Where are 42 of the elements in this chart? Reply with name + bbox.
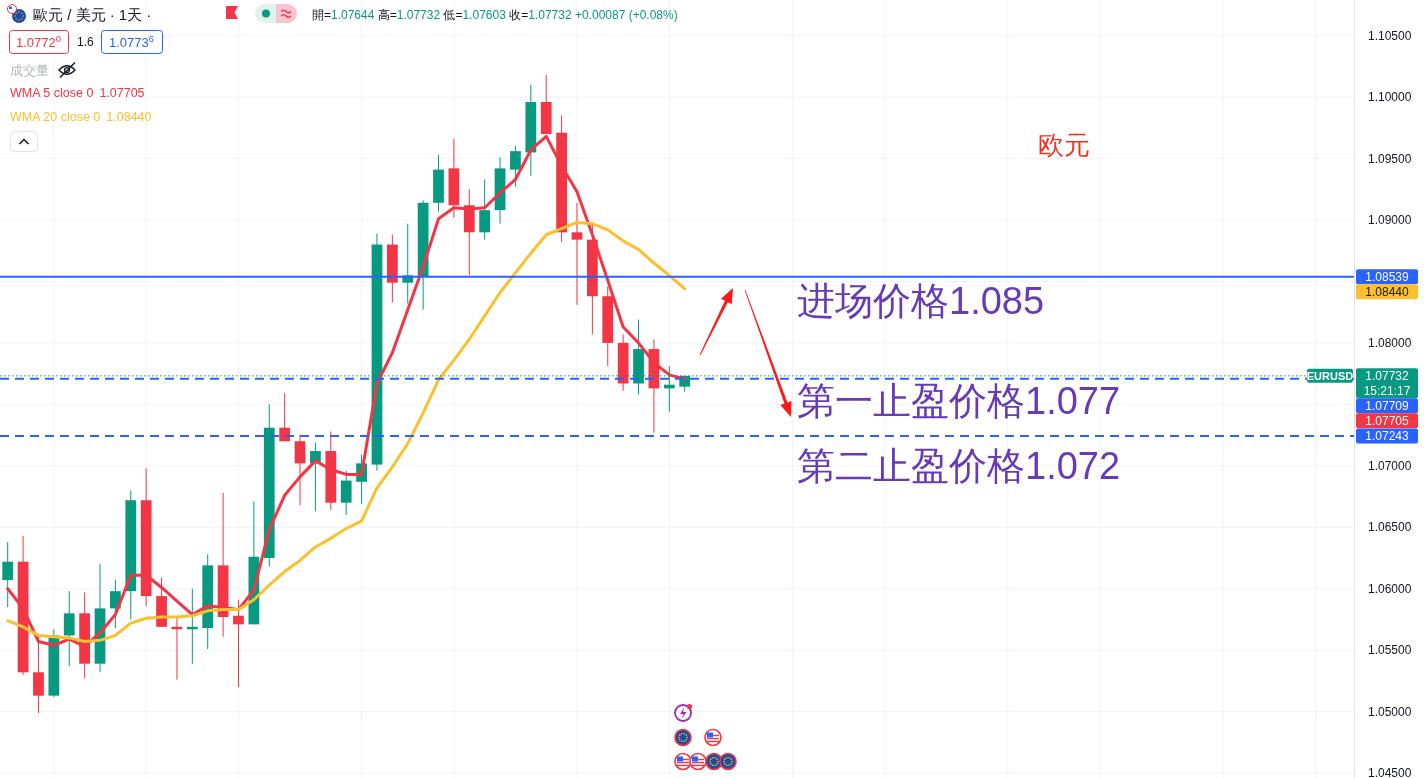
candlestick xyxy=(2,541,14,608)
y-tick-label: 1.10500 xyxy=(1368,28,1412,43)
y-tick-label: 1.05000 xyxy=(1368,704,1412,719)
annotation: 进场价格1.085 xyxy=(797,280,1045,322)
candlestick xyxy=(510,145,521,188)
candlestick xyxy=(571,202,583,306)
ref-line-label: 1.07243 xyxy=(1365,428,1410,443)
y-tick-label: 1.09500 xyxy=(1368,151,1412,166)
candlestick xyxy=(479,178,491,241)
text: 開=1.07644 高=1.07732 低=1.07603 收=1.07732 +0.00087 (+0.08%) xyxy=(312,8,678,22)
y-tick-label: 1.06000 xyxy=(1368,581,1412,596)
annotation: 1.0772$^{0}$ xyxy=(16,33,61,50)
annotation: 第二止盈价格1.072 xyxy=(797,445,1121,487)
text: 1.07705 xyxy=(1365,413,1410,428)
y-tick-label: 1.06500 xyxy=(1368,520,1412,535)
annotation: 1.0773$^{6}$ xyxy=(109,33,154,50)
candlestick xyxy=(63,590,75,667)
y-tick-label: 1.10000 xyxy=(1368,90,1412,105)
annotation: 欧元 xyxy=(1038,130,1090,160)
text: WMA 20 close 0 xyxy=(10,110,101,124)
candlestick xyxy=(340,470,352,516)
ref-line-label: 1.07732 xyxy=(1365,368,1410,383)
candlestick xyxy=(294,434,306,506)
annotation: 成交量 xyxy=(10,63,49,78)
text: 15:21:17 xyxy=(1363,383,1411,398)
y-tick-label: 1.08000 xyxy=(1368,335,1412,350)
text: WMA 5 close 0 xyxy=(10,86,94,100)
candlestick xyxy=(279,392,291,442)
ref-line-label: 1.07709 xyxy=(1365,398,1410,413)
annotation: 1.07705 xyxy=(99,86,145,100)
text: 1.08440 xyxy=(1365,284,1410,299)
annotation: 1.6 xyxy=(77,35,95,49)
annotation: EURUSD xyxy=(1306,369,1354,382)
ref-line-label: 1.08539 xyxy=(1365,269,1410,284)
annotation: 1.08440 xyxy=(106,110,152,124)
y-tick-label: 1.04500 xyxy=(1368,766,1412,778)
annotation: 第一止盈价格1.077 xyxy=(797,380,1121,422)
y-tick-label: 1.05500 xyxy=(1368,643,1412,658)
y-tick-label: 1.09000 xyxy=(1368,213,1412,227)
y-tick-label: 1.07000 xyxy=(1368,458,1412,473)
line-series xyxy=(6,220,687,644)
chart-title: 歐元 / 美元 · 1天 · xyxy=(33,6,152,23)
